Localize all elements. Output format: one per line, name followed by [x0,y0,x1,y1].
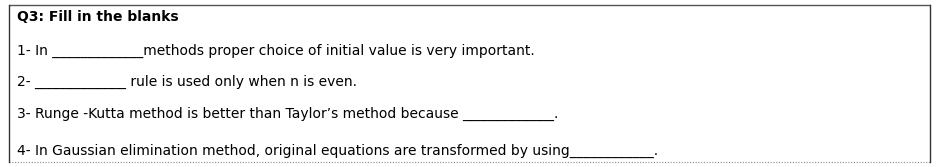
Text: Q3: Fill in the blanks: Q3: Fill in the blanks [17,10,178,24]
Text: 3- Runge -Kutta method is better than Taylor’s method because _____________.: 3- Runge -Kutta method is better than Ta… [17,107,559,121]
Text: 2- _____________ rule is used only when n is even.: 2- _____________ rule is used only when … [17,75,357,89]
Text: 1- In _____________methods proper choice of initial value is very important.: 1- In _____________methods proper choice… [17,43,534,58]
Text: 4- In Gaussian elimination method, original equations are transformed by using__: 4- In Gaussian elimination method, origi… [17,144,658,158]
